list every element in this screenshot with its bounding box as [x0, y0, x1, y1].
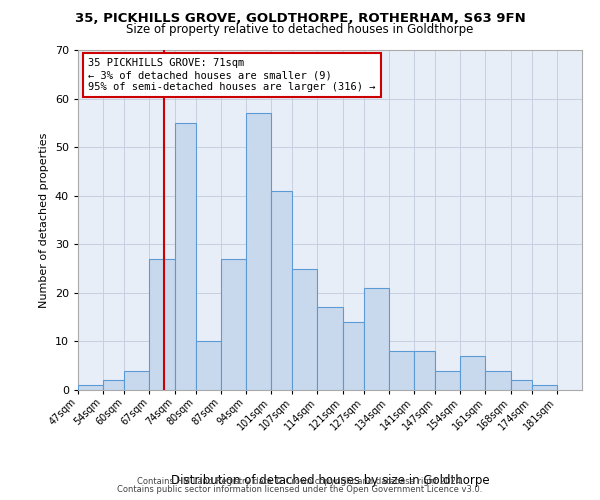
Text: 35 PICKHILLS GROVE: 71sqm
← 3% of detached houses are smaller (9)
95% of semi-de: 35 PICKHILLS GROVE: 71sqm ← 3% of detach… — [88, 58, 376, 92]
Bar — [221, 259, 246, 390]
Bar — [414, 351, 436, 390]
Bar — [196, 342, 221, 390]
Bar — [460, 356, 485, 390]
Bar — [175, 123, 196, 390]
Bar — [364, 288, 389, 390]
Bar — [271, 191, 292, 390]
Bar — [103, 380, 124, 390]
Text: Size of property relative to detached houses in Goldthorpe: Size of property relative to detached ho… — [127, 24, 473, 36]
Bar — [532, 385, 557, 390]
Bar — [436, 370, 460, 390]
Bar — [389, 351, 414, 390]
Bar — [124, 370, 149, 390]
Bar — [292, 268, 317, 390]
Y-axis label: Number of detached properties: Number of detached properties — [39, 132, 49, 308]
Text: Contains HM Land Registry data © Crown copyright and database right 2024.: Contains HM Land Registry data © Crown c… — [137, 477, 463, 486]
Text: Contains public sector information licensed under the Open Government Licence v3: Contains public sector information licen… — [118, 484, 482, 494]
Bar — [149, 259, 175, 390]
Bar — [343, 322, 364, 390]
Bar — [246, 113, 271, 390]
Bar — [78, 385, 103, 390]
Bar — [485, 370, 511, 390]
X-axis label: Distribution of detached houses by size in Goldthorpe: Distribution of detached houses by size … — [170, 474, 490, 486]
Bar — [317, 308, 343, 390]
Text: 35, PICKHILLS GROVE, GOLDTHORPE, ROTHERHAM, S63 9FN: 35, PICKHILLS GROVE, GOLDTHORPE, ROTHERH… — [74, 12, 526, 26]
Bar — [511, 380, 532, 390]
